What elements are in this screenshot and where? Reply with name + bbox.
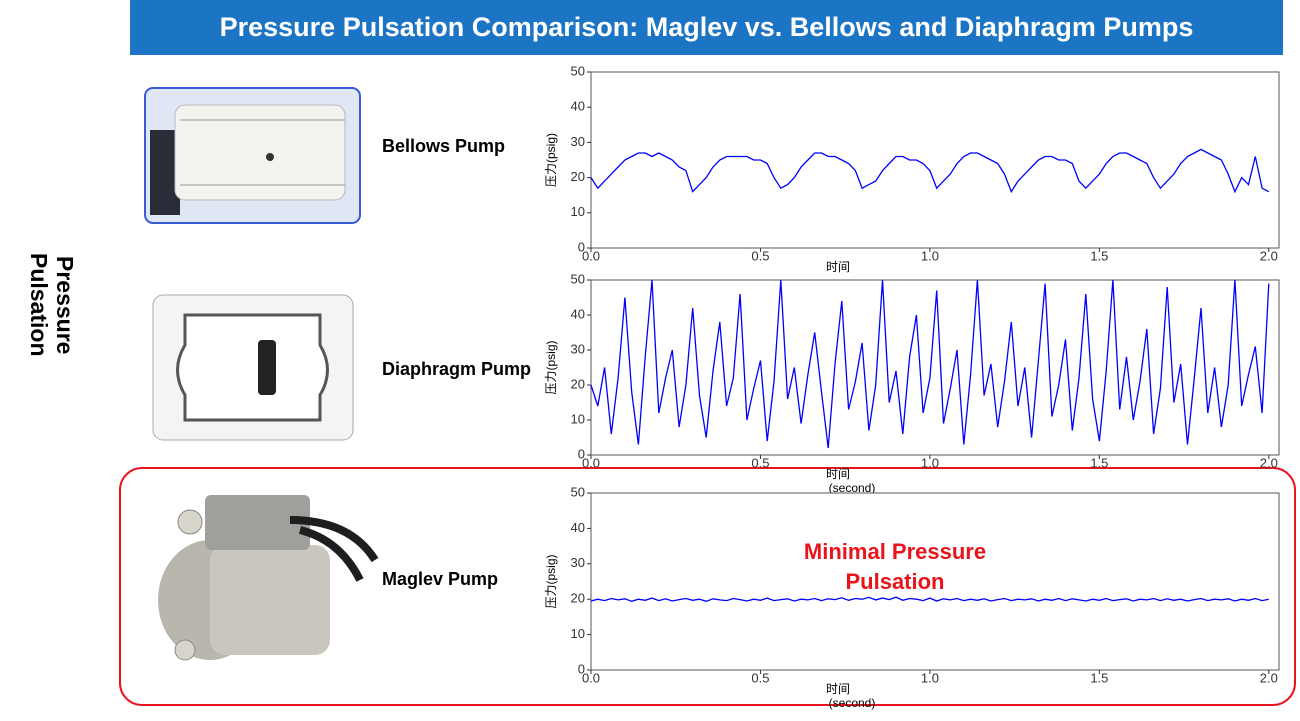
y-tick-label: 50: [571, 484, 585, 499]
x-axis-label: 时间: [826, 682, 850, 696]
y-tick-label: 40: [571, 306, 585, 321]
y-tick-label: 20: [571, 169, 585, 184]
y-tick-label: 30: [571, 555, 585, 570]
y-tick-label: 10: [571, 411, 585, 426]
x-tick-label: 0.5: [751, 455, 769, 470]
x-tick-label: 0.0: [582, 670, 600, 685]
bellows-pump-photo: [144, 87, 361, 224]
plot-frame: [590, 71, 1280, 249]
y-axis-label: 压力(psig): [544, 554, 558, 608]
y-tick-label: 0: [578, 661, 585, 676]
diaphragm-pump-photo: [152, 294, 354, 441]
x-tick-label: 1.0: [921, 455, 939, 470]
x-tick-label: 1.0: [921, 670, 939, 685]
y-tick-label: 20: [571, 591, 585, 606]
x-tick-label: 1.5: [1090, 670, 1108, 685]
y-tick-label: 10: [571, 626, 585, 641]
x-tick-label: 1.5: [1090, 248, 1108, 263]
pump-label: Maglev Pump: [382, 569, 498, 589]
y-tick-label: 40: [571, 99, 585, 114]
data-line: [590, 148, 1270, 194]
x-tick-label: 2.0: [1260, 248, 1278, 263]
annotation: Minimal Pressure Pulsation: [803, 539, 987, 594]
y-tick-label: 50: [571, 63, 585, 78]
pump-label: Bellows Pump: [382, 136, 505, 156]
slide-title: Pressure Pulsation Comparison: Maglev vs…: [130, 0, 1283, 55]
x-tick-label: 0.5: [751, 248, 769, 263]
y-tick-label: 30: [571, 341, 585, 356]
y-tick-label: 10: [571, 204, 585, 219]
highlight-frame: [119, 467, 1296, 706]
x-tick-label: 1.0: [921, 248, 939, 263]
x-axis-unit: (second): [829, 696, 876, 710]
pump-label: Diaphragm Pump: [382, 359, 531, 379]
y-tick-label: 30: [571, 134, 585, 149]
x-axis-label: 时间: [826, 467, 850, 481]
y-axis-label: 压力(psig): [544, 340, 558, 394]
y-tick-label: 50: [571, 271, 585, 286]
y-tick-label: 0: [578, 446, 585, 461]
plot-frame: [590, 492, 1280, 671]
maglev-pump-photo: [158, 495, 379, 661]
x-tick-label: 2.0: [1260, 670, 1278, 685]
x-axis-unit: (second): [829, 481, 876, 495]
x-tick-label: 0.0: [582, 455, 600, 470]
x-tick-label: 1.5: [1090, 455, 1108, 470]
x-axis-label: 时间: [826, 260, 850, 274]
side-label: Pressure Pulsation: [26, 253, 78, 357]
data-line: [590, 279, 1270, 449]
y-axis-label: 压力(psig): [544, 133, 558, 187]
y-tick-label: 0: [578, 239, 585, 254]
y-tick-label: 40: [571, 520, 585, 535]
x-tick-label: 0.5: [751, 670, 769, 685]
x-tick-label: 0.0: [582, 248, 600, 263]
x-tick-label: 2.0: [1260, 455, 1278, 470]
y-tick-label: 20: [571, 376, 585, 391]
data-line: [590, 596, 1269, 602]
